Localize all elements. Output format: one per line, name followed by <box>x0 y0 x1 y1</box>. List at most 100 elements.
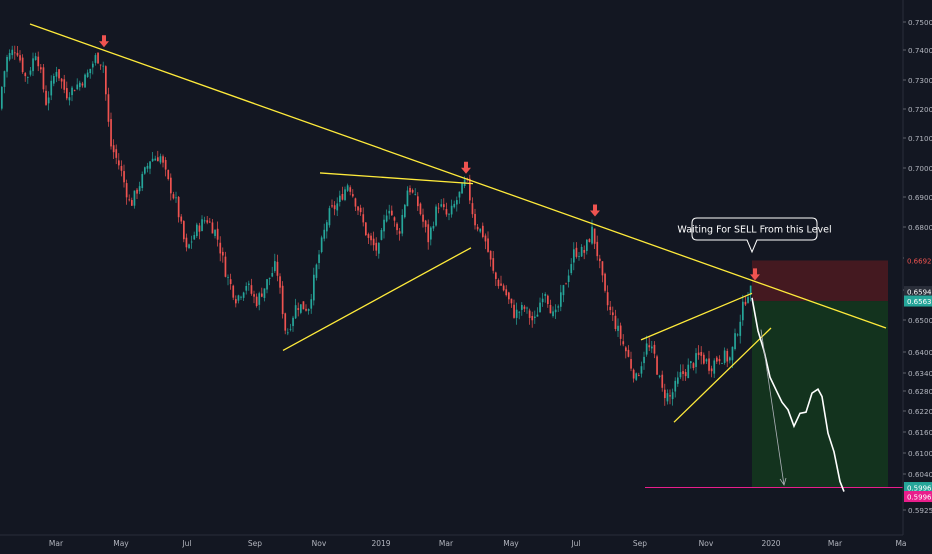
candle-body <box>567 275 570 282</box>
candle-body <box>518 311 521 313</box>
candle-body <box>190 241 193 243</box>
candle-body <box>11 49 14 56</box>
candle-body <box>674 380 677 392</box>
callout[interactable]: Waiting For SELL From this Level <box>677 217 832 254</box>
candle-body <box>424 220 427 227</box>
candle-body <box>281 285 284 315</box>
sell-arrow-icon <box>99 35 109 48</box>
time-tick-label: Jul <box>570 539 580 548</box>
candle-body <box>50 80 53 96</box>
candle-body <box>24 73 27 77</box>
candle-body <box>229 279 232 285</box>
candle-body <box>253 294 255 297</box>
candle-body <box>645 343 648 355</box>
candle-body <box>606 292 609 306</box>
candle-body <box>710 368 713 372</box>
candle-body <box>341 193 344 200</box>
candle-body <box>326 222 328 232</box>
candle-body <box>201 219 203 231</box>
candle-body <box>198 225 201 232</box>
price-label-box <box>904 295 932 307</box>
candle-body <box>357 206 359 211</box>
candle-body <box>588 239 591 242</box>
candle-body <box>263 288 266 298</box>
candle-body <box>16 52 19 56</box>
candle-body <box>63 79 66 90</box>
candle-body <box>276 261 279 276</box>
candle-body <box>736 334 739 336</box>
candle-body <box>591 226 593 244</box>
candle-body <box>149 161 151 169</box>
candle-body <box>42 67 45 90</box>
candle-body <box>138 186 141 192</box>
candle-body <box>162 156 164 163</box>
candle-body <box>513 304 515 318</box>
candle-body <box>159 156 162 163</box>
candle-body <box>164 159 167 170</box>
candle-body <box>398 231 401 234</box>
price-label-box <box>904 286 932 298</box>
candle-body <box>14 52 16 54</box>
trendline-4[interactable] <box>640 292 753 341</box>
candle-body <box>747 297 749 303</box>
candle-body <box>690 361 692 364</box>
candle-body <box>375 242 378 251</box>
projection-path <box>751 297 845 492</box>
candle-body <box>604 273 606 291</box>
price-label-text: 0.59968 <box>907 494 932 502</box>
price-label-box <box>904 491 932 503</box>
candle-body <box>489 250 492 260</box>
candle-body <box>656 356 658 375</box>
price-label-box <box>904 482 932 494</box>
candle-body <box>180 216 183 222</box>
candle-body <box>619 325 622 339</box>
candle-body <box>635 373 638 380</box>
candle-body <box>661 374 664 388</box>
candle-body <box>692 363 695 369</box>
time-axis[interactable]: Mar May Jul Sep Nov 2019 Mar May Jul Sep Nov 2020 Ma… <box>0 534 907 548</box>
candle-body <box>185 237 188 248</box>
candle-body <box>313 274 315 301</box>
candle-body <box>125 183 128 198</box>
trendline-2[interactable] <box>319 172 474 185</box>
candle-body <box>320 237 323 253</box>
candle-body <box>497 279 500 287</box>
candle-body <box>578 256 580 257</box>
candle-body <box>586 239 588 251</box>
time-tick-label: May <box>113 539 129 548</box>
candle-body <box>27 76 29 78</box>
candle-body <box>593 228 596 244</box>
candle-body <box>362 214 365 223</box>
candle-body <box>700 351 703 356</box>
trendline-1[interactable] <box>29 23 887 329</box>
candle-body <box>40 67 42 70</box>
candle-body <box>53 75 55 84</box>
candle-body <box>318 254 320 263</box>
candle-body <box>235 299 237 304</box>
candle-body <box>528 310 531 318</box>
candle-body <box>479 228 482 232</box>
candle-body <box>385 215 388 222</box>
candle-body <box>248 283 250 285</box>
time-tick-label: Mar <box>439 539 454 548</box>
candle-body <box>71 87 73 96</box>
candle-body <box>697 352 700 356</box>
candle-body <box>723 350 726 363</box>
candle-body <box>6 56 8 72</box>
candle-body <box>435 206 437 226</box>
trendlines[interactable] <box>29 23 887 423</box>
candle-body <box>536 314 539 317</box>
trendline-3[interactable] <box>282 247 472 351</box>
trendline-5[interactable] <box>673 327 772 423</box>
time-tick-label: Sep <box>248 539 262 548</box>
stop-loss-zone[interactable] <box>752 260 888 302</box>
candle-body <box>120 166 123 171</box>
candle-body <box>718 359 721 362</box>
